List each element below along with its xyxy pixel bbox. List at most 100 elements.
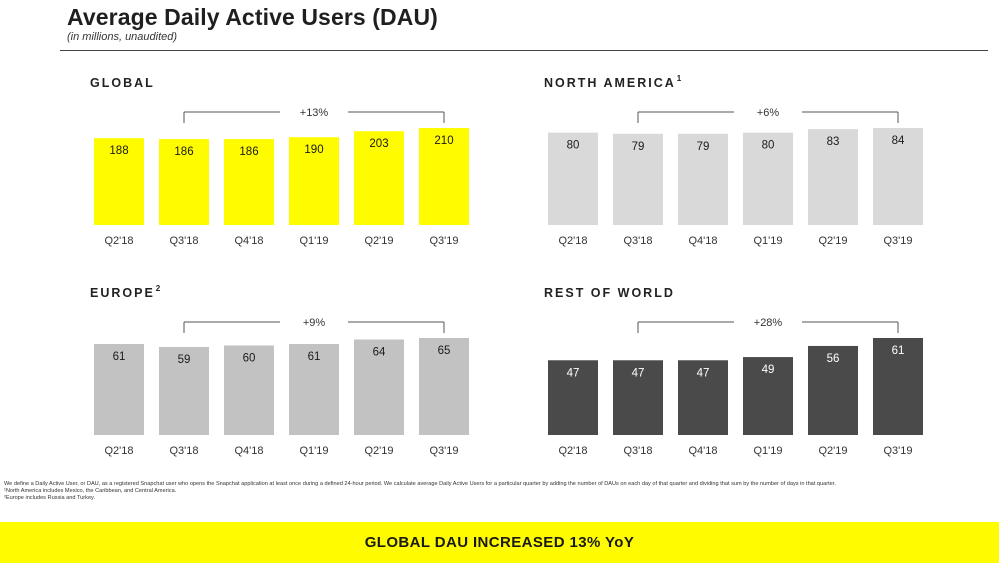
bar — [678, 360, 728, 435]
bar-value-label: 60 — [243, 352, 256, 364]
bar — [419, 338, 469, 435]
growth-annotation: +6% — [757, 107, 780, 119]
category-label: Q4'18 — [688, 235, 717, 247]
category-label: Q3'19 — [429, 235, 458, 247]
bar — [808, 345, 858, 435]
bar — [873, 338, 923, 435]
category-label: Q3'18 — [623, 235, 652, 247]
bar-value-label: 61 — [308, 351, 321, 363]
bar-value-label: 49 — [762, 364, 775, 376]
bar — [678, 133, 728, 225]
category-label: Q2'18 — [558, 235, 587, 247]
page-subtitle: (in millions, unaudited) — [67, 31, 178, 43]
bar-value-label: 47 — [632, 367, 645, 379]
bar-value-label: 83 — [827, 136, 840, 148]
bar — [548, 132, 598, 225]
chart-title: GLOBAL — [90, 76, 155, 90]
bar-value-label: 84 — [892, 135, 905, 147]
bar — [224, 345, 274, 435]
chart-svg: 61 Q2'18 59 Q3'18 60 Q4'18 61 Q1'19 64 Q2'19 65 Q3'… — [94, 317, 469, 457]
bar-value-label: 65 — [438, 345, 451, 357]
bar — [94, 343, 144, 435]
growth-bracket — [183, 111, 445, 123]
category-label: Q4'18 — [234, 235, 263, 247]
bar — [224, 139, 274, 225]
bar-value-label: 79 — [697, 141, 710, 153]
bar-value-label: 61 — [892, 345, 905, 357]
bar-value-label: 186 — [239, 146, 258, 158]
chart-global: GLOBAL 188 Q2'18 186 Q3'18 186 Q4'18 190 Q1'19 2… — [90, 76, 480, 256]
category-label: Q4'18 — [688, 445, 717, 457]
chart-title: REST OF WORLD — [544, 286, 675, 300]
page-title: Average Daily Active Users (DAU) — [67, 4, 438, 30]
footnote-1: ¹North America includes Mexico, the Cari… — [4, 488, 177, 495]
bar-value-label: 47 — [567, 367, 580, 379]
bar-value-label: 47 — [697, 367, 710, 379]
bar-value-label: 210 — [434, 135, 453, 147]
category-label: Q2'18 — [104, 235, 133, 247]
bar — [613, 133, 663, 225]
bar — [289, 137, 339, 225]
bar — [613, 360, 663, 435]
bar-value-label: 64 — [373, 346, 386, 358]
footnotes: We define a Daily Active User, or DAU, a… — [4, 481, 994, 503]
category-label: Q2'18 — [558, 445, 587, 457]
growth-annotation: +9% — [303, 317, 326, 329]
chart-north-america: NORTH AMERICA1 80 Q2'18 79 Q3'18 79 Q4'18 80 Q1… — [544, 74, 944, 256]
category-label: Q2'19 — [818, 445, 847, 457]
category-label: Q3'18 — [169, 235, 198, 247]
category-label: Q3'18 — [169, 445, 198, 457]
footnote-marker: 2 — [155, 284, 161, 293]
category-label: Q4'18 — [234, 445, 263, 457]
bar-value-label: 56 — [827, 353, 840, 365]
growth-annotation: +13% — [300, 107, 329, 119]
category-label: Q1'19 — [299, 235, 328, 247]
chart-rest-of-world: REST OF WORLD 47 Q2'18 47 Q3'18 47 Q4'18 49 Q1'… — [544, 286, 944, 466]
bar — [159, 346, 209, 435]
bar-value-label: 190 — [304, 144, 323, 156]
category-label: Q1'19 — [753, 445, 782, 457]
bar — [289, 343, 339, 435]
bar — [419, 128, 469, 225]
growth-bracket — [637, 111, 899, 123]
chart-svg: 47 Q2'18 47 Q3'18 47 Q4'18 49 Q1'19 56 Q2'19 61 Q3'… — [548, 317, 923, 457]
growth-bracket — [183, 321, 445, 333]
bar-value-label: 59 — [178, 354, 191, 366]
chart-svg: 80 Q2'18 79 Q3'18 79 Q4'18 80 Q1'19 83 Q2'19 84 Q3'… — [548, 107, 923, 247]
bar-value-label: 203 — [369, 138, 388, 150]
category-label: Q2'18 — [104, 445, 133, 457]
category-label: Q2'19 — [364, 235, 393, 247]
growth-bracket — [637, 321, 899, 333]
bar — [743, 357, 793, 435]
bar — [548, 360, 598, 435]
bar — [159, 139, 209, 225]
bar-value-label: 80 — [762, 140, 775, 152]
title-divider — [60, 50, 988, 51]
category-label: Q3'19 — [883, 445, 912, 457]
bar-value-label: 61 — [113, 351, 126, 363]
bar-value-label: 79 — [632, 141, 645, 153]
category-label: Q2'19 — [818, 235, 847, 247]
category-label: Q1'19 — [299, 445, 328, 457]
category-label: Q3'18 — [623, 445, 652, 457]
chart-title: EUROPE2 — [90, 284, 161, 300]
summary-banner: GLOBAL DAU INCREASED 13% YoY — [0, 522, 999, 563]
bar-value-label: 80 — [567, 140, 580, 152]
bar — [354, 131, 404, 225]
bar — [94, 138, 144, 225]
footnote-2: ²Europe includes Russia and Turkey. — [4, 495, 95, 502]
growth-annotation: +28% — [754, 317, 783, 329]
bar — [808, 129, 858, 225]
bar — [873, 128, 923, 225]
category-label: Q3'19 — [429, 445, 458, 457]
category-label: Q2'19 — [364, 445, 393, 457]
chart-title: NORTH AMERICA1 — [544, 74, 682, 90]
chart-svg: 188 Q2'18 186 Q3'18 186 Q4'18 190 Q1'19 203 Q2'19… — [94, 107, 469, 247]
footnote-marker: 1 — [676, 74, 682, 83]
category-label: Q3'19 — [883, 235, 912, 247]
footnote-definition: We define a Daily Active User, or DAU, a… — [4, 481, 836, 487]
chart-europe: EUROPE2 61 Q2'18 59 Q3'18 60 Q4'18 61 Q1'19 64 Q2… — [90, 284, 480, 466]
banner-text: GLOBAL DAU INCREASED 13% YoY — [364, 534, 635, 551]
category-label: Q1'19 — [753, 235, 782, 247]
bar-value-label: 188 — [109, 145, 128, 157]
